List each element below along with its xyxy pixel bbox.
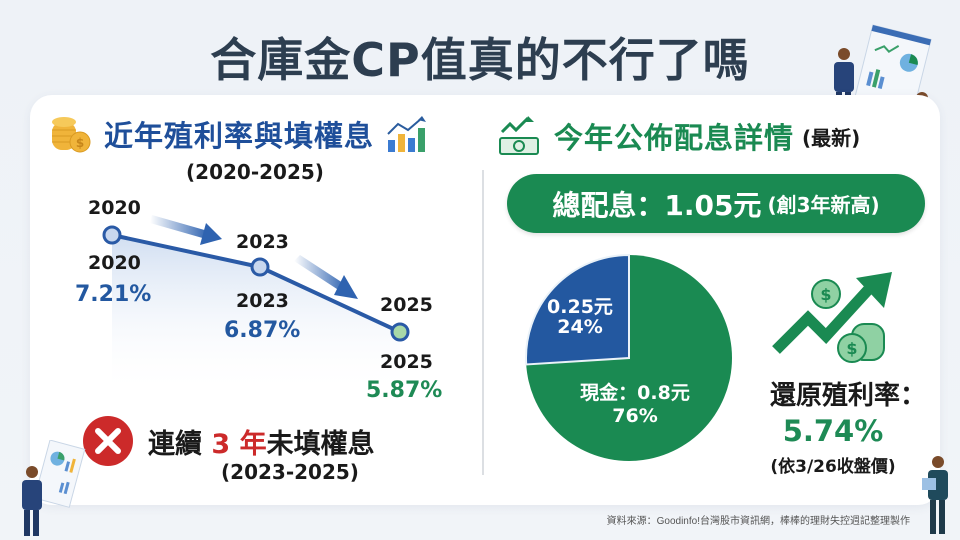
red-x-icon bbox=[83, 416, 133, 466]
svg-text:$: $ bbox=[846, 339, 857, 358]
fail-period: (2023-2025) bbox=[221, 460, 359, 484]
down-arrow-2 bbox=[294, 255, 358, 299]
reader-illustration bbox=[922, 456, 948, 534]
svg-text:$: $ bbox=[820, 285, 831, 304]
restored-yield-value: 5.74% bbox=[782, 414, 884, 448]
analyst-illustration bbox=[22, 440, 86, 536]
left-period: (2020-2025) bbox=[186, 160, 324, 184]
total-dividend-banner: 總配息：1.05元 (創3年新高) bbox=[507, 174, 925, 233]
right-heading: 今年公佈配息詳情 bbox=[554, 121, 795, 155]
point-year-2023: 2023 bbox=[236, 290, 289, 312]
money-growth-icon bbox=[499, 116, 539, 155]
pie-slice-stock bbox=[525, 253, 630, 366]
point-year-top-2023: 2023 bbox=[236, 231, 289, 253]
total-dividend-note: (創3年新高) bbox=[767, 193, 880, 217]
point-year-top-2020: 2020 bbox=[88, 197, 141, 219]
yield-trend-chart bbox=[102, 215, 410, 395]
bar-chart-growth-icon bbox=[387, 116, 427, 152]
down-arrow-1 bbox=[150, 215, 222, 245]
dividend-pie-chart bbox=[525, 253, 732, 461]
restored-yield-label: 還原殖利率： bbox=[769, 381, 926, 411]
pie-cash-pct: 76% bbox=[612, 405, 658, 427]
total-dividend: 總配息：1.05元 bbox=[552, 188, 762, 222]
point-year-top-2025: 2025 bbox=[380, 294, 433, 316]
right-section-header: 今年公佈配息詳情 (最新) bbox=[498, 114, 860, 158]
point-year-2020: 2020 bbox=[88, 252, 141, 274]
svg-text:$: $ bbox=[76, 136, 84, 150]
fail-text: 連續 3 年未填權息 bbox=[148, 428, 375, 460]
coins-icon: $ bbox=[52, 117, 91, 153]
right-heading-note: (最新) bbox=[802, 125, 861, 150]
pie-stock-amount: 0.25元 bbox=[547, 296, 613, 318]
page-title: 合庫金CP值真的不行了嗎 bbox=[210, 33, 750, 87]
left-section-header: $ 近年殖利率與填權息 bbox=[48, 112, 428, 156]
restored-yield-note: (依3/26收盤價) bbox=[770, 457, 896, 477]
pie-cash-amount: 現金：0.8元 bbox=[580, 382, 690, 404]
point-value-2025: 5.87% bbox=[366, 378, 443, 403]
point-value-2020: 7.21% bbox=[75, 282, 152, 307]
point-year-2025: 2025 bbox=[380, 351, 433, 373]
fail-row: 連續 3 年未填權息 bbox=[82, 415, 375, 467]
pie-stock-pct: 24% bbox=[557, 316, 603, 338]
source-credit: 資料來源：Goodinfo!台灣股市資訊網，棒棒的理財失控週記整理製作 bbox=[606, 516, 910, 527]
left-heading: 近年殖利率與填權息 bbox=[104, 119, 375, 153]
point-value-2023: 6.87% bbox=[224, 318, 301, 343]
yield-growth-icon: $ $ bbox=[772, 272, 892, 363]
section-divider bbox=[482, 170, 484, 475]
